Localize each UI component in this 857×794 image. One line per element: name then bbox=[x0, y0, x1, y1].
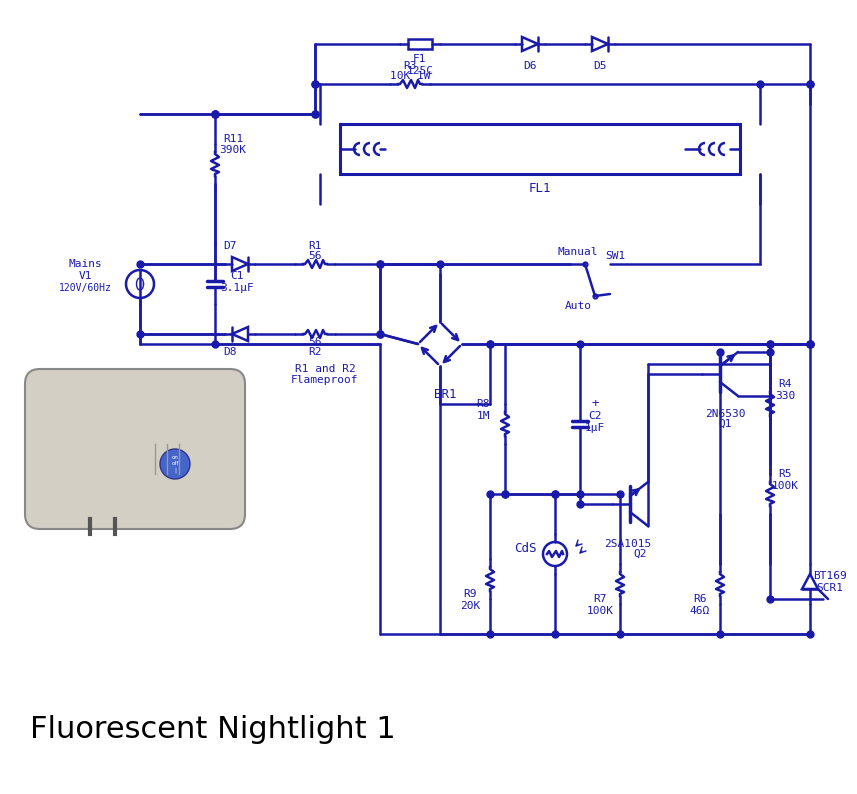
Text: Auto: Auto bbox=[565, 301, 591, 311]
Text: 2SA1015: 2SA1015 bbox=[604, 539, 651, 549]
Text: Q2: Q2 bbox=[633, 549, 647, 559]
Text: 56: 56 bbox=[309, 251, 321, 261]
Text: R8: R8 bbox=[476, 399, 489, 409]
Text: V1: V1 bbox=[78, 271, 92, 281]
Text: C2: C2 bbox=[588, 411, 602, 421]
Text: SW1: SW1 bbox=[605, 251, 625, 261]
Text: 125C: 125C bbox=[406, 66, 434, 76]
Text: 3.1μF: 3.1μF bbox=[220, 283, 254, 293]
Text: D7: D7 bbox=[224, 241, 237, 251]
Text: D8: D8 bbox=[224, 347, 237, 357]
Text: D5: D5 bbox=[593, 61, 607, 71]
Text: R1 and R2: R1 and R2 bbox=[295, 364, 356, 374]
FancyBboxPatch shape bbox=[25, 369, 245, 529]
Text: R4: R4 bbox=[778, 379, 792, 389]
Text: Mains: Mains bbox=[68, 259, 102, 269]
Text: D6: D6 bbox=[524, 61, 536, 71]
Text: 390K: 390K bbox=[219, 145, 247, 155]
Text: F1: F1 bbox=[413, 54, 427, 64]
Text: R6: R6 bbox=[693, 594, 707, 604]
Text: R1: R1 bbox=[309, 241, 321, 251]
Text: SCR1: SCR1 bbox=[817, 583, 843, 593]
Text: 1μF: 1μF bbox=[584, 423, 605, 433]
Text: Flameproof: Flameproof bbox=[291, 375, 359, 385]
Bar bbox=[340, 124, 740, 174]
Text: C1: C1 bbox=[231, 271, 243, 281]
Text: 56: 56 bbox=[309, 337, 321, 347]
Text: CdS: CdS bbox=[513, 542, 536, 556]
Text: 330: 330 bbox=[775, 391, 795, 401]
Text: R2: R2 bbox=[309, 347, 321, 357]
Text: R11: R11 bbox=[223, 134, 243, 144]
Text: +: + bbox=[591, 398, 599, 410]
Text: 100K: 100K bbox=[586, 606, 614, 616]
Text: 46Ω: 46Ω bbox=[690, 606, 710, 616]
Text: BT169: BT169 bbox=[813, 571, 847, 581]
Text: 20K: 20K bbox=[460, 601, 480, 611]
Text: 120V/60Hz: 120V/60Hz bbox=[58, 283, 111, 293]
Bar bbox=[408, 39, 432, 49]
Text: BR1: BR1 bbox=[434, 387, 456, 400]
Text: 10K 1W: 10K 1W bbox=[390, 71, 430, 81]
Text: 2N6530: 2N6530 bbox=[704, 409, 746, 419]
Text: R9: R9 bbox=[464, 589, 476, 599]
Text: Q1: Q1 bbox=[718, 419, 732, 429]
Text: R7: R7 bbox=[593, 594, 607, 604]
Text: R3: R3 bbox=[404, 61, 417, 71]
Circle shape bbox=[160, 449, 190, 479]
Text: FL1: FL1 bbox=[529, 183, 551, 195]
Text: Manual: Manual bbox=[558, 247, 598, 257]
Text: 100K: 100K bbox=[771, 481, 799, 491]
Text: R5: R5 bbox=[778, 469, 792, 479]
Text: on
off
|: on off | bbox=[171, 456, 179, 472]
Text: Fluorescent Nightlight 1: Fluorescent Nightlight 1 bbox=[30, 715, 396, 744]
Text: 1M: 1M bbox=[476, 411, 489, 421]
